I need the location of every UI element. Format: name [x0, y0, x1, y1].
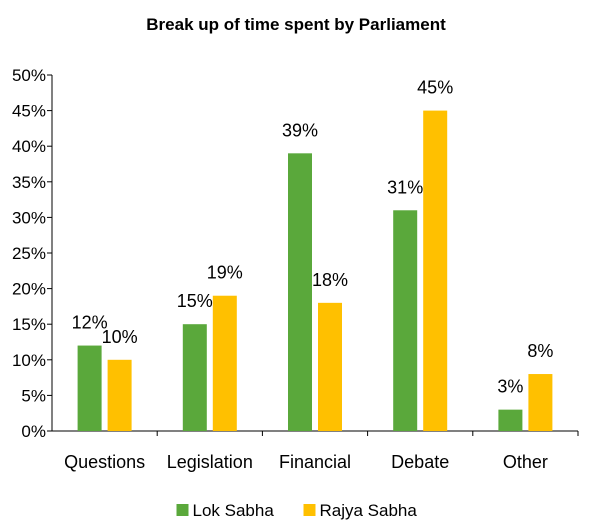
bar-lok-sabha [393, 210, 418, 431]
chart-title: Break up of time spent by Parliament [146, 15, 446, 34]
x-tick-label: Other [503, 452, 548, 472]
bar-rajya-sabha [318, 302, 342, 431]
bars [77, 110, 553, 431]
bar-rajya-sabha [212, 295, 237, 431]
bar-lok-sabha [288, 153, 312, 431]
y-tick-label: 15% [12, 315, 46, 334]
bar-rajya-sabha [528, 374, 553, 431]
data-labels: 12%10% 15% 19% 39% 18% 31% 45% 3%8% [72, 78, 554, 397]
y-tick-label: 40% [12, 137, 46, 156]
y-tick-label: 0% [21, 422, 46, 441]
data-label: 45% [417, 78, 453, 98]
legend-swatch [303, 504, 316, 516]
y-tick-label: 50% [12, 66, 46, 85]
y-tick-label: 30% [12, 208, 46, 227]
legend-label: Lok Sabha [193, 501, 275, 520]
bar-rajya-sabha [423, 110, 448, 431]
y-tick-label: 20% [12, 280, 46, 299]
y-tick-label: 5% [21, 386, 46, 405]
data-label: 18% [312, 270, 348, 290]
data-label: 31% [387, 177, 423, 197]
data-label: 10% [102, 327, 138, 347]
axes: 0% 5% 10% 15% 20% 25% 30% 35% 40% 45% 50% Questions… [12, 66, 579, 472]
x-tick-label: Debate [391, 452, 449, 472]
data-label: 39% [282, 120, 318, 140]
y-tick-label: 35% [12, 173, 46, 192]
x-tick-label: Legislation [167, 452, 253, 472]
bar-lok-sabha [498, 409, 523, 431]
y-tick-label: 25% [12, 244, 46, 263]
legend: Lok Sabha Rajya Sabha [176, 501, 418, 520]
bar-lok-sabha [77, 345, 102, 431]
legend-label: Rajya Sabha [320, 501, 418, 520]
legend-swatch [176, 504, 189, 516]
data-label: 12% [72, 313, 108, 333]
bar-rajya-sabha [107, 359, 132, 431]
x-tick-label: Financial [279, 452, 351, 472]
data-label: 8% [527, 341, 553, 361]
y-tick-label: 10% [12, 351, 46, 370]
y-tick-label: 45% [12, 102, 46, 121]
bar-lok-sabha [182, 324, 207, 431]
x-tick-label: Questions [64, 452, 145, 472]
data-label: 3% [497, 377, 523, 397]
data-label: 19% [207, 263, 243, 283]
data-label: 15% [177, 291, 213, 311]
